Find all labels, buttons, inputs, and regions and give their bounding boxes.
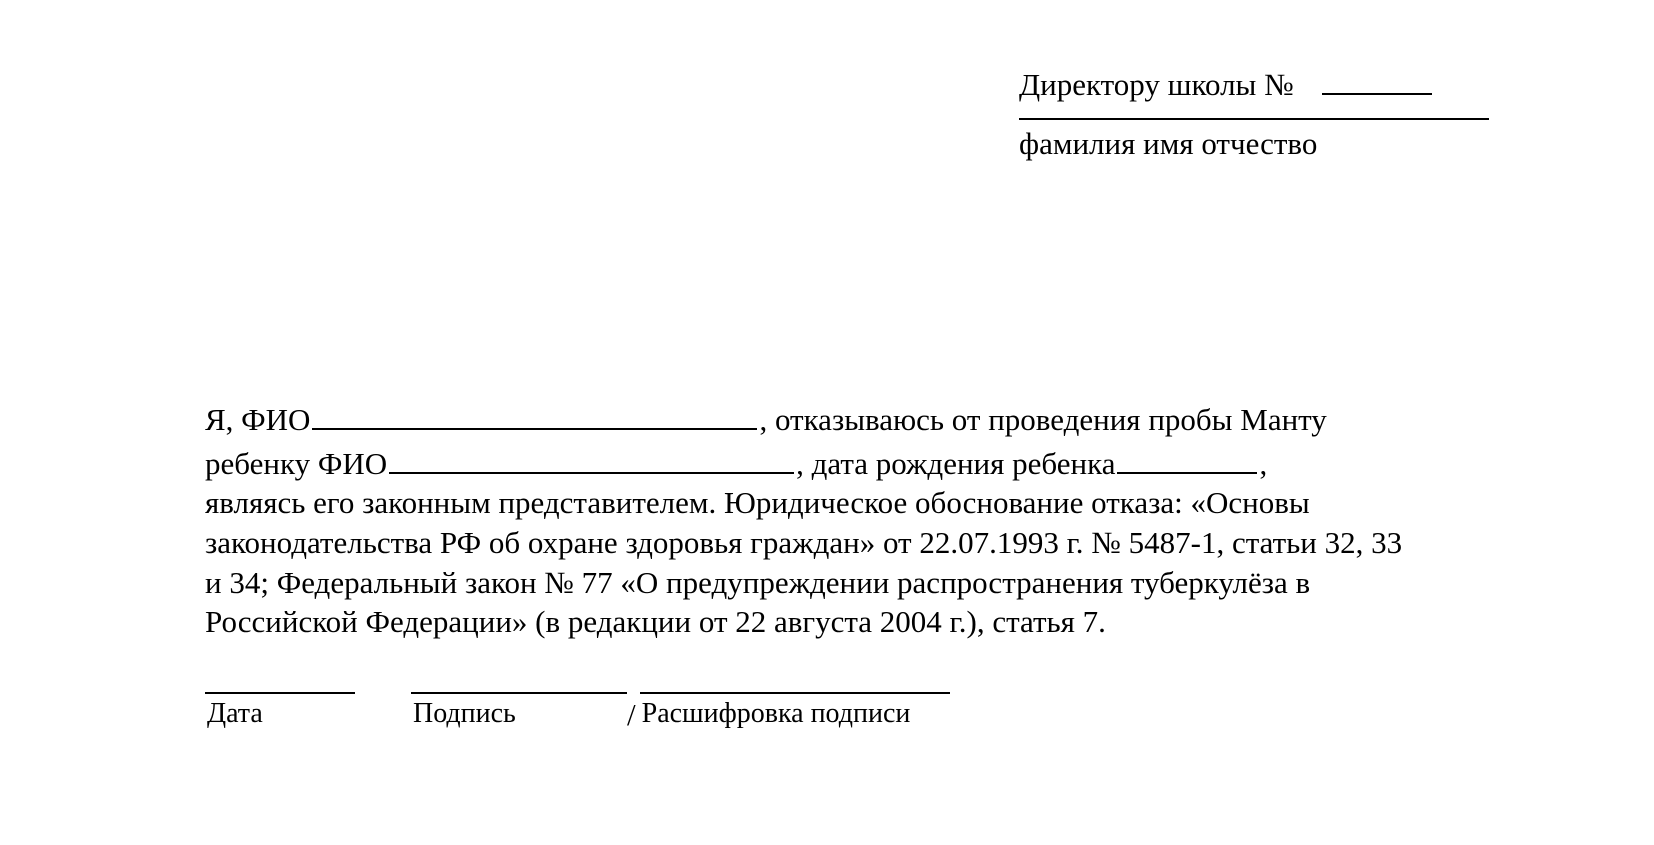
decode-column: Расшифровка подписи	[640, 692, 950, 732]
body-text-fragment: ребенку ФИО	[205, 444, 387, 484]
addressee-block: Директору школы № фамилия имя отчество	[1019, 60, 1489, 164]
child-dob-blank[interactable]	[1117, 439, 1257, 474]
decode-label: Расшифровка подписи	[640, 696, 950, 732]
sign-column: Подпись	[411, 692, 627, 732]
body-text-fragment: , дата рождения ребенка	[796, 444, 1115, 484]
body-line-3: являясь его законным представителем. Юри…	[205, 483, 1470, 523]
addressee-to-label: Директору школы №	[1019, 65, 1294, 105]
body-text-fragment: , отказываюсь от проведения пробы Манту	[759, 400, 1326, 440]
body-line-4: законодательства РФ об охране здоровья г…	[205, 523, 1470, 563]
body-line-1: Я, ФИО , отказываюсь от проведения пробы…	[205, 395, 1470, 439]
body-line-6: Российской Федерации» (в редакции от 22 …	[205, 602, 1470, 642]
body-line-2: ребенку ФИО , дата рождения ребенка ,	[205, 439, 1470, 483]
slash-separator: /	[627, 699, 636, 730]
parent-fio-blank[interactable]	[312, 395, 757, 430]
date-column: Дата	[205, 692, 355, 732]
addressee-line-1: Директору школы №	[1019, 60, 1489, 104]
addressee-fio-blank[interactable]	[1019, 118, 1489, 120]
signature-blank[interactable]	[411, 692, 627, 694]
date-blank[interactable]	[205, 692, 355, 694]
date-label: Дата	[205, 696, 355, 732]
addressee-fio-hint: фамилия имя отчество	[1019, 124, 1489, 164]
body-text-fragment: Я, ФИО	[205, 400, 310, 440]
school-number-blank[interactable]	[1322, 60, 1432, 95]
signature-decode-blank[interactable]	[640, 692, 950, 694]
sign-label: Подпись	[411, 696, 627, 732]
document-page: Директору школы № фамилия имя отчество Я…	[0, 0, 1654, 845]
body-line-5: и 34; Федеральный закон № 77 «О предупре…	[205, 563, 1470, 603]
body-text: Я, ФИО , отказываюсь от проведения пробы…	[205, 395, 1470, 642]
body-text-fragment: ,	[1259, 444, 1267, 484]
signature-block: Дата Подпись / Расшифровка подписи	[205, 692, 950, 732]
child-fio-blank[interactable]	[389, 439, 794, 474]
